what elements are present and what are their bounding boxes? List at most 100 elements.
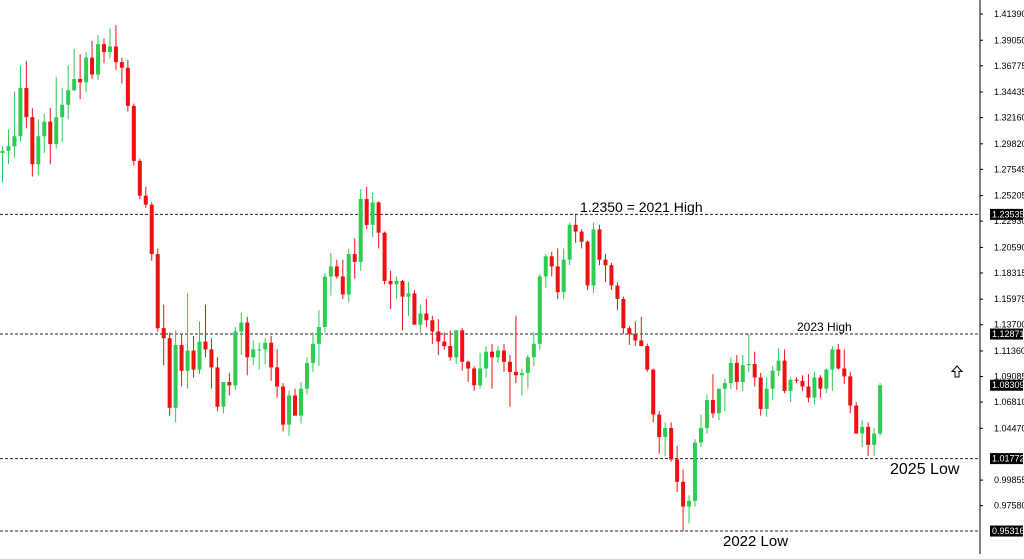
candle [687, 495, 692, 524]
candle-body [18, 87, 23, 137]
candle-body [101, 44, 106, 53]
candle [866, 422, 871, 457]
candle-body [376, 202, 381, 233]
candle-body [179, 344, 184, 371]
candle [48, 108, 53, 165]
candle [400, 279, 405, 331]
candle-body [30, 117, 35, 165]
candle [340, 259, 345, 299]
candle [6, 129, 11, 165]
candle-body [669, 427, 674, 460]
candle-body [72, 78, 77, 91]
candle-body [412, 293, 417, 325]
y-tick-label: 1.29820 [994, 139, 1024, 149]
candle-body [710, 399, 715, 414]
candle-body [84, 57, 89, 83]
candle [549, 251, 554, 277]
candle-body [430, 320, 435, 332]
candle-body [304, 362, 309, 389]
y-tick-label: 1.25205 [994, 191, 1024, 201]
candle [716, 388, 721, 421]
candle [478, 352, 483, 389]
candle [454, 330, 459, 365]
candle-body [490, 351, 495, 358]
candle-body [358, 199, 363, 262]
candle-body [90, 57, 95, 75]
candle [740, 355, 745, 391]
candle-body [788, 379, 793, 391]
candle [776, 348, 781, 377]
candle [543, 254, 548, 288]
candle [251, 340, 256, 366]
candle-body [752, 364, 757, 378]
candle-body [107, 46, 112, 53]
candle-body [42, 121, 47, 137]
candle [645, 343, 650, 372]
candle [764, 377, 769, 417]
candle-body [466, 361, 471, 369]
candle-body [406, 293, 411, 297]
candle [567, 222, 572, 266]
candle [54, 76, 59, 149]
candle-body [478, 368, 483, 386]
scroll-arrow-icon[interactable] [950, 365, 964, 378]
candle-body [269, 342, 274, 368]
candle-body [328, 266, 333, 277]
level-price-label-box [990, 328, 1023, 340]
candle-body [316, 326, 321, 344]
candle [209, 338, 214, 389]
candle [316, 310, 321, 367]
candle [382, 231, 387, 285]
candle [346, 248, 351, 303]
candle [525, 355, 530, 389]
candle-body [149, 204, 154, 255]
candle [621, 296, 626, 334]
candle [173, 330, 178, 423]
candle-body [519, 372, 524, 376]
candle-body [627, 328, 632, 334]
candle [794, 377, 799, 384]
candle [752, 351, 757, 387]
candle-body [293, 395, 298, 416]
candle [66, 65, 71, 120]
level-price-label: 1.01772 [992, 454, 1024, 464]
candle-body [734, 362, 739, 382]
candle [119, 57, 124, 84]
candle [501, 343, 506, 372]
candle [334, 259, 339, 279]
candle [824, 368, 829, 394]
candle-body [549, 256, 554, 267]
candle-body [722, 383, 727, 389]
level-price-label: 1.23535 [992, 209, 1024, 219]
candle [704, 394, 709, 434]
annotation-2023-high: 2023 High [797, 320, 852, 334]
candle-body [334, 266, 339, 277]
candle [113, 25, 118, 70]
candle-body [227, 381, 232, 386]
candle [466, 360, 471, 382]
candle [848, 371, 853, 414]
candle-body [454, 330, 459, 358]
candle-body [645, 346, 650, 370]
candle-body [424, 313, 429, 321]
candle [239, 312, 244, 356]
candle-body [681, 481, 686, 507]
candle-body [866, 426, 871, 445]
candle [179, 334, 184, 387]
y-tick-label: 1.18315 [994, 268, 1024, 278]
candle [352, 238, 357, 279]
candle [161, 304, 166, 366]
candle [507, 355, 512, 407]
candle [734, 355, 739, 390]
candle-body [6, 146, 11, 151]
candle [143, 186, 148, 209]
candle [770, 366, 775, 400]
y-tick-label: 1.27545 [994, 164, 1024, 174]
candle-body [639, 340, 644, 347]
candle-body [388, 280, 393, 285]
candle [275, 349, 280, 398]
candle-body [830, 349, 835, 370]
candle [442, 332, 447, 350]
candle-body [167, 338, 172, 408]
candle [758, 372, 763, 416]
